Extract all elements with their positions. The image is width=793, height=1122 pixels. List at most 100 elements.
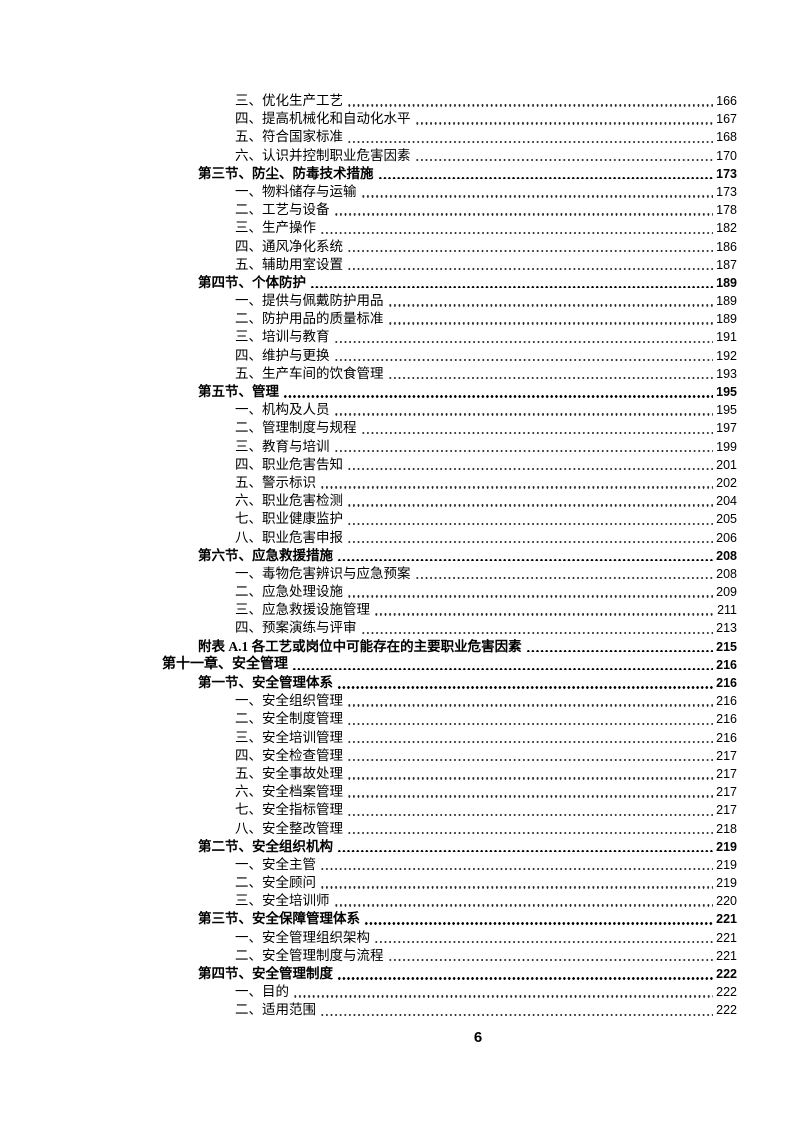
toc-entry[interactable]: 一、安全主管 219 bbox=[0, 856, 737, 874]
toc-dot-leader bbox=[360, 183, 715, 201]
toc-entry-page: 216 bbox=[716, 712, 737, 727]
toc-dot-leader bbox=[347, 492, 714, 510]
toc-entry-label: 四、安全检查管理 bbox=[235, 747, 343, 763]
toc-entry[interactable]: 八、安全整改管理 218 bbox=[0, 820, 737, 838]
toc-entry-label: 五、生产车间的饮食管理 bbox=[235, 365, 384, 381]
toc-entry-page: 213 bbox=[716, 621, 737, 636]
toc-entry[interactable]: 四、职业危害告知 201 bbox=[0, 456, 737, 474]
toc-dot-leader bbox=[347, 583, 714, 601]
toc-entry[interactable]: 六、认识并控制职业危害因素 170 bbox=[0, 147, 737, 165]
toc-entry[interactable]: 三、优化生产工艺 166 bbox=[0, 92, 737, 110]
toc-entry-page: 168 bbox=[716, 130, 737, 145]
toc-entry[interactable]: 第五节、管理 195 bbox=[0, 383, 737, 401]
toc-entry-page: 191 bbox=[716, 330, 737, 345]
toc-entry[interactable]: 第三节、防尘、防毒技术措施 173 bbox=[0, 165, 737, 183]
toc-dot-leader bbox=[387, 292, 715, 310]
toc-entry[interactable]: 五、辅助用室设置 187 bbox=[0, 256, 737, 274]
toc-entry[interactable]: 七、职业健康监护 205 bbox=[0, 510, 737, 528]
toc-entry[interactable]: 第二节、安全组织机构 219 bbox=[0, 838, 737, 856]
toc-entry[interactable]: 第四节、个体防护 189 bbox=[0, 274, 737, 292]
toc-entry[interactable]: 三、培训与教育 191 bbox=[0, 328, 737, 346]
toc-entry[interactable]: 三、教育与培训 199 bbox=[0, 438, 737, 456]
toc-entry-label: 四、提高机械化和自动化水平 bbox=[235, 111, 411, 127]
toc-entry-label: 第三节、安全保障管理体系 bbox=[198, 911, 360, 927]
toc-entry[interactable]: 三、安全培训管理 216 bbox=[0, 729, 737, 747]
toc-entry[interactable]: 四、提高机械化和自动化水平 167 bbox=[0, 110, 737, 128]
toc-entry[interactable]: 三、生产操作 182 bbox=[0, 219, 737, 237]
toc-entry[interactable]: 四、维护与更换 192 bbox=[0, 347, 737, 365]
toc-entry-label: 八、安全整改管理 bbox=[235, 820, 343, 836]
toc-entry[interactable]: 二、管理制度与规程 197 bbox=[0, 419, 737, 437]
toc-entry-label: 二、安全管理制度与流程 bbox=[235, 947, 384, 963]
toc-entry[interactable]: 四、安全检查管理 217 bbox=[0, 747, 737, 765]
toc-entry[interactable]: 一、安全管理组织架构 221 bbox=[0, 929, 737, 947]
toc-entry-page: 222 bbox=[716, 967, 737, 981]
toc-entry[interactable]: 六、职业危害检测 204 bbox=[0, 492, 737, 510]
toc-entry-label: 第三节、防尘、防毒技术措施 bbox=[198, 165, 374, 181]
toc-entry[interactable]: 五、符合国家标准 168 bbox=[0, 128, 737, 146]
toc-entry[interactable]: 二、应急处理设施 209 bbox=[0, 583, 737, 601]
toc-entry[interactable]: 第三节、安全保障管理体系 221 bbox=[0, 910, 737, 928]
toc-entry[interactable]: 二、适用范围 222 bbox=[0, 1001, 737, 1019]
toc-entry[interactable]: 四、通风净化系统 186 bbox=[0, 238, 737, 256]
toc-entry[interactable]: 一、物料储存与运输 173 bbox=[0, 183, 737, 201]
toc-entry-page: 182 bbox=[716, 221, 737, 236]
toc-entry[interactable]: 一、目的 222 bbox=[0, 983, 737, 1001]
toc-dot-leader bbox=[333, 892, 715, 910]
toc-entry-label: 四、职业危害告知 bbox=[235, 456, 343, 472]
toc-dot-leader bbox=[320, 219, 714, 237]
toc-entry[interactable]: 二、安全顾问 219 bbox=[0, 874, 737, 892]
toc-entry-label: 二、适用范围 bbox=[235, 1002, 316, 1018]
toc-entry-label: 第一节、安全管理体系 bbox=[198, 675, 333, 690]
toc-entry[interactable]: 二、工艺与设备 178 bbox=[0, 201, 737, 219]
toc-entry[interactable]: 五、警示标识 202 bbox=[0, 474, 737, 492]
toc-dot-leader bbox=[347, 710, 714, 728]
toc-entry-label: 七、安全指标管理 bbox=[235, 802, 343, 818]
toc-entry-label: 六、职业危害检测 bbox=[235, 493, 343, 509]
toc-entry-page: 221 bbox=[716, 948, 737, 963]
toc-dot-leader bbox=[347, 456, 714, 474]
toc-entry-label: 第五节、管理 bbox=[198, 384, 279, 399]
toc-entry[interactable]: 五、安全事故处理 217 bbox=[0, 765, 737, 783]
toc-entry[interactable]: 六、安全档案管理 217 bbox=[0, 783, 737, 801]
toc-entry[interactable]: 一、机构及人员 195 bbox=[0, 401, 737, 419]
toc-entry[interactable]: 附表 A.1 各工艺或岗位中可能存在的主要职业危害因素 215 bbox=[0, 638, 737, 656]
toc-entry-label: 一、毒物危害辨识与应急预案 bbox=[235, 565, 411, 581]
toc-entry[interactable]: 第六节、应急救援措施 208 bbox=[0, 547, 737, 565]
toc-entry-page: 219 bbox=[716, 857, 737, 872]
toc-entry-page: 193 bbox=[716, 366, 737, 381]
toc-entry[interactable]: 七、安全指标管理 217 bbox=[0, 801, 737, 819]
toc-dot-leader bbox=[293, 983, 714, 1001]
toc-entry[interactable]: 第十一章、安全管理 216 bbox=[0, 656, 737, 674]
toc-entry[interactable]: 一、安全组织管理 216 bbox=[0, 692, 737, 710]
toc-entry[interactable]: 第四节、安全管理制度 222 bbox=[0, 965, 737, 983]
toc-entry-label: 一、物料储存与运输 bbox=[235, 183, 357, 199]
toc-dot-leader bbox=[337, 674, 714, 692]
toc-entry-page: 195 bbox=[716, 385, 737, 399]
toc-entry[interactable]: 二、安全制度管理 216 bbox=[0, 710, 737, 728]
toc-entry[interactable]: 三、应急救援设施管理 211 bbox=[0, 601, 737, 619]
toc-entry[interactable]: 五、生产车间的饮食管理 193 bbox=[0, 365, 737, 383]
toc-entry-page: 195 bbox=[716, 403, 737, 418]
toc-dot-leader bbox=[333, 401, 715, 419]
toc-entry-label: 三、安全培训师 bbox=[235, 893, 330, 909]
toc-dot-leader bbox=[347, 510, 714, 528]
toc-entry[interactable]: 一、提供与佩戴防护用品 189 bbox=[0, 292, 737, 310]
toc-entry[interactable]: 第一节、安全管理体系 216 bbox=[0, 674, 737, 692]
toc-entry[interactable]: 二、安全管理制度与流程 221 bbox=[0, 947, 737, 965]
toc-entry[interactable]: 一、毒物危害辨识与应急预案 208 bbox=[0, 565, 737, 583]
toc-entry[interactable]: 八、职业危害申报 206 bbox=[0, 529, 737, 547]
toc-entry[interactable]: 二、防护用品的质量标准 189 bbox=[0, 310, 737, 328]
toc-entry[interactable]: 三、安全培训师 220 bbox=[0, 892, 737, 910]
toc-dot-leader bbox=[337, 547, 714, 565]
toc-entry[interactable]: 四、预案演练与评审 213 bbox=[0, 619, 737, 637]
toc-entry-label: 六、安全档案管理 bbox=[235, 784, 343, 800]
toc-entry-label: 四、通风净化系统 bbox=[235, 238, 343, 254]
toc-dot-leader bbox=[374, 929, 714, 947]
toc-entry-label: 八、职业危害申报 bbox=[235, 529, 343, 545]
toc-entry-page: 166 bbox=[716, 94, 737, 108]
toc-entry-page: 192 bbox=[716, 348, 737, 363]
toc-entry-page: 189 bbox=[716, 312, 737, 327]
toc-dot-leader bbox=[320, 474, 714, 492]
toc-dot-leader bbox=[347, 820, 714, 838]
